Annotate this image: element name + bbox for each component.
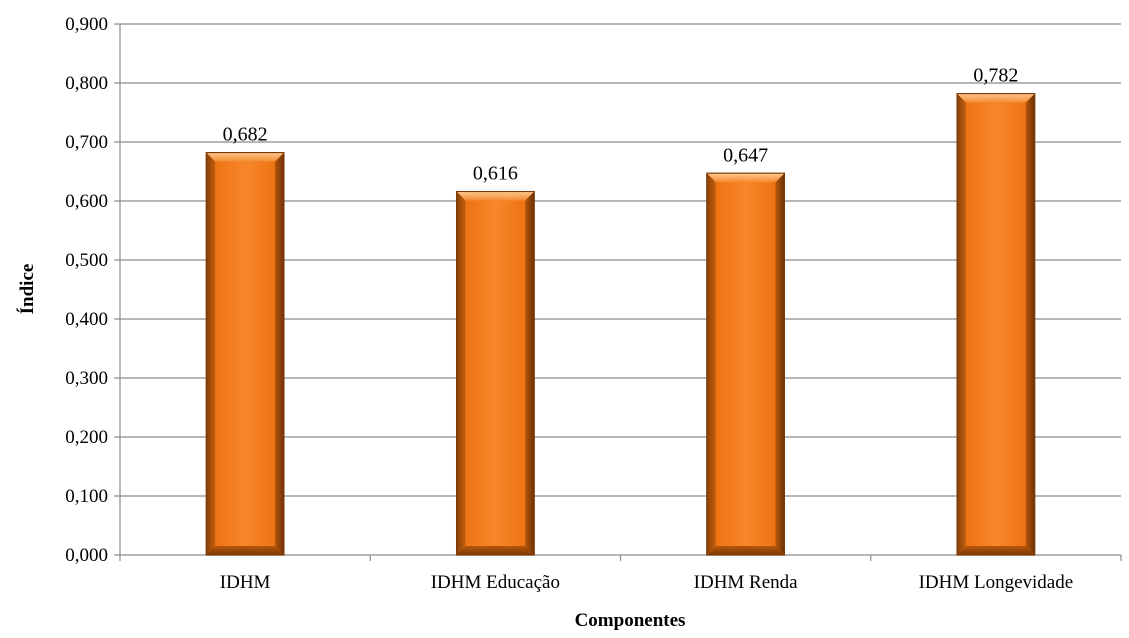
bar-bevel-left [957, 93, 967, 556]
bar [706, 172, 786, 556]
y-tick-label: 0,400 [65, 309, 108, 330]
y-tick-label: 0,700 [65, 132, 108, 153]
x-category-label: IDHM Longevidade [919, 572, 1074, 593]
bar-face [465, 200, 526, 546]
bar [205, 152, 285, 556]
bar-bevel-top [706, 173, 785, 183]
data-label: 0,682 [223, 124, 268, 146]
bar [956, 93, 1036, 556]
bar-bevel-right [1025, 93, 1035, 556]
bar-bevel-left [706, 173, 716, 555]
bar-bevel-left [206, 152, 216, 555]
bar-bevel-right [525, 191, 535, 555]
x-category-label: IDHM Educação [431, 572, 560, 593]
bar-bevel-bottom [206, 546, 284, 555]
bar-bevel-top [206, 152, 284, 162]
data-label: 0,782 [973, 65, 1018, 87]
bar-outline [706, 172, 785, 556]
y-tick-label: 0,300 [65, 368, 108, 389]
bar-outline [205, 152, 285, 556]
y-tick-label: 0,600 [65, 191, 108, 212]
y-tick-label: 0,800 [65, 73, 108, 94]
y-tick-label: 0,900 [65, 14, 108, 35]
data-label: 0,616 [473, 163, 518, 185]
bar-bevel-bottom [706, 546, 785, 555]
bar-bevel-right [274, 152, 284, 555]
bar-bevel-bottom [456, 546, 535, 555]
bar-bevel-right [775, 173, 785, 555]
y-axis-title: Índice [16, 264, 38, 315]
bar-face [215, 161, 275, 546]
y-tick-label: 0,100 [65, 486, 108, 507]
bar-bevel-left [456, 191, 466, 555]
gridlines [120, 23, 1121, 497]
bars [205, 93, 1036, 556]
bar-face [715, 182, 776, 546]
bar [455, 190, 535, 556]
y-tick-label: 0,200 [65, 427, 108, 448]
bar-outline [956, 93, 1036, 556]
axes [114, 23, 1122, 561]
bar-bevel-bottom [957, 546, 1035, 555]
x-axis-title: Componentes [575, 610, 686, 631]
bar-outline [456, 191, 535, 556]
bar-bevel-top [456, 191, 535, 201]
data-label: 0,647 [723, 144, 768, 166]
y-tick-label: 0,000 [65, 545, 108, 566]
x-category-label: IDHM Renda [694, 572, 799, 593]
x-category-label: IDHM [220, 572, 271, 593]
bar-bevel-top [957, 93, 1035, 103]
bar-face [966, 102, 1026, 547]
labels: 0,000 0,100 0,200 0,300 0,400 0,500 0,600 0,700… [65, 14, 1073, 593]
y-tick-label: 0,500 [65, 250, 108, 271]
